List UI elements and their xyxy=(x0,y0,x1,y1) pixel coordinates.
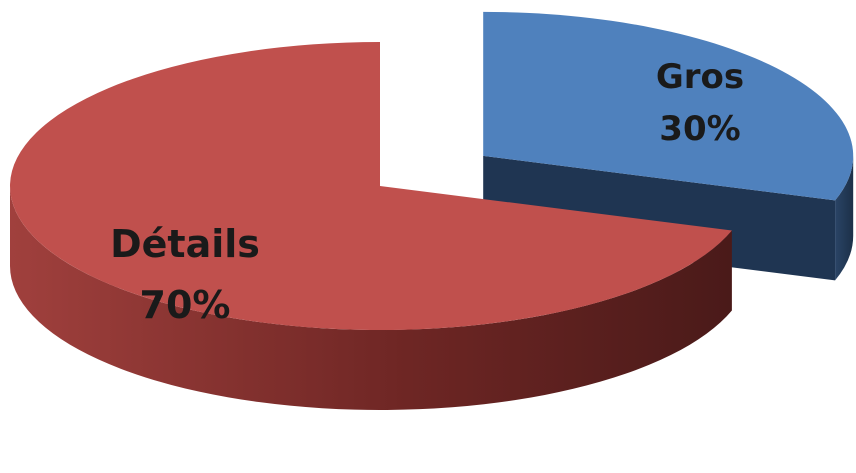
slices-layer xyxy=(9,11,854,411)
slice-label-details-value: 70% xyxy=(140,283,231,327)
pie-slice-d-tails-side xyxy=(10,186,732,411)
labels-layer: Gros 30% Détails 70% xyxy=(110,57,744,327)
pie-slice-gros xyxy=(483,11,854,201)
pie-slice-d-tails xyxy=(9,42,732,330)
pie-slice-gros-cut-wall xyxy=(483,155,836,281)
slice-label-gros-name: Gros xyxy=(656,57,744,97)
pie-slice-gros-side xyxy=(835,155,854,281)
slice-label-details-name: Détails xyxy=(110,222,260,266)
slice-label-gros-value: 30% xyxy=(659,109,740,149)
